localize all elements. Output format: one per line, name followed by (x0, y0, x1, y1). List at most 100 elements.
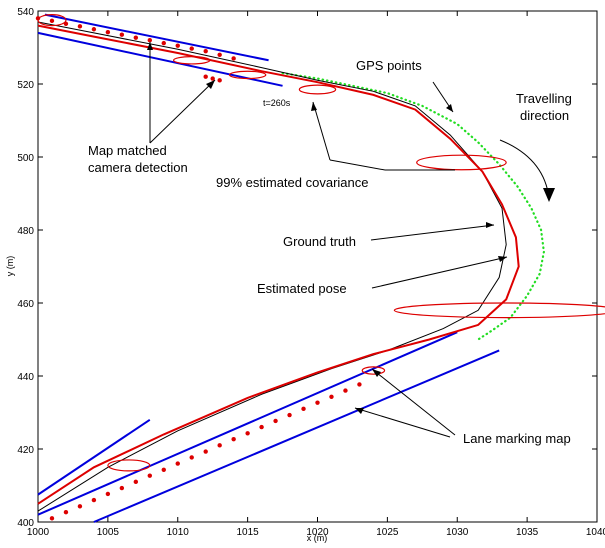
lane-map-arrowhead-1 (372, 369, 381, 377)
y-tick-label: 400 (17, 518, 34, 529)
travelling-label-line2: direction (520, 108, 569, 123)
camera-arrowhead-2 (206, 80, 215, 89)
camera-arrowhead-1 (147, 42, 153, 50)
covariance-ellipse (228, 70, 267, 80)
camera-detection-point (105, 491, 111, 497)
camera-detection-point (273, 418, 278, 424)
camera-detection-point (133, 479, 139, 485)
y-tick-label: 540 (17, 7, 34, 18)
camera-detection-point (147, 473, 152, 478)
camera-detection-point (231, 436, 236, 442)
lane-marking-line (37, 331, 458, 516)
lane-marking-line (37, 418, 151, 496)
camera-detection-point (161, 467, 166, 473)
covariance-label: 99% estimated covariance (216, 175, 368, 190)
camera-detection-point (301, 406, 306, 412)
covariance-ellipse (172, 56, 211, 65)
covariance-arrow-line-1 (329, 159, 386, 171)
camera-detection-point (245, 431, 250, 436)
y-axis-label: y (m) (5, 256, 15, 277)
camera-detection-point (133, 35, 139, 40)
covariance-ellipse (361, 366, 386, 375)
covariance-arrow-line-2 (312, 101, 331, 161)
camera-detection-point (217, 443, 222, 448)
travelling-direction-arrowhead (543, 188, 555, 202)
x-tick-label: 1000 (27, 527, 50, 538)
covariance-ellipse (37, 14, 67, 27)
camera-detection-point (315, 400, 320, 405)
y-tick-label: 480 (17, 226, 34, 237)
ground-truth-label: Ground truth (283, 234, 356, 249)
covariance-arrowhead (311, 102, 317, 111)
gps-arrowhead (446, 104, 453, 112)
camera-detection-point (357, 382, 362, 387)
camera-detection-point (203, 449, 208, 454)
camera-detection-point (210, 76, 215, 81)
covariance-ellipses (37, 14, 605, 472)
covariance-ellipse (107, 459, 151, 472)
lane-marking-line (93, 349, 500, 523)
map-matched-label-line2: camera detection (88, 160, 188, 175)
gps-points-line (281, 72, 546, 341)
camera-detection-point (119, 32, 125, 37)
camera-detection-point (119, 485, 125, 491)
lane-map-arrow-line-1 (371, 368, 456, 436)
camera-detection-point (49, 516, 55, 521)
camera-detection-point (175, 43, 180, 48)
camera-detection-point (329, 394, 334, 400)
camera-detection-point (189, 46, 194, 51)
x-tick-label: 1020 (306, 527, 329, 538)
camera-detection-point (63, 509, 69, 515)
camera-detection-point (77, 24, 83, 29)
camera-detection-point (259, 424, 264, 430)
estimated-pose-arrow-line (371, 256, 508, 289)
camera-detection-point (203, 48, 208, 54)
x-tick-label: 1030 (446, 527, 469, 538)
estimated-pose-arrowhead (498, 256, 507, 262)
y-tick-label: 500 (17, 153, 34, 164)
camera-arrow-line-2 (149, 79, 216, 144)
estimated-pose-line (37, 24, 520, 505)
y-tick-label: 460 (17, 299, 34, 310)
y-tick-label: 440 (17, 372, 34, 383)
covariance-ellipse (298, 84, 337, 95)
ground-truth-arrow-line (370, 224, 495, 241)
camera-detection-point (189, 455, 194, 460)
camera-detection-point (77, 504, 83, 509)
camera-detection-point (217, 78, 222, 83)
x-tick-label: 1005 (97, 527, 120, 538)
camera-detection-point (217, 52, 222, 57)
ground-truth-line (37, 21, 507, 512)
annotation-arrowheads (147, 42, 555, 414)
axis-ticks: 1000 1005 1010 1015 1020 1025 1030 1035 1040 400 4… (17, 7, 605, 538)
y-tick-label: 420 (17, 445, 34, 456)
estimated-pose-series (37, 24, 520, 505)
x-tick-label: 1015 (237, 527, 260, 538)
travelling-label-line1: Travelling (516, 91, 572, 106)
map-matched-label-line1: Map matched (88, 143, 167, 158)
annotation-arrows (149, 42, 550, 438)
ground-truth-arrowhead (486, 222, 494, 228)
lane-marking-line (44, 13, 269, 62)
lane-marking-map-label: Lane marking map (463, 431, 571, 446)
gps-points-series (281, 72, 546, 341)
camera-detection-markers (35, 16, 362, 521)
lane-map-arrowhead-2 (355, 408, 364, 414)
lane-marking-map-lines (37, 13, 500, 523)
camera-detection-point (147, 38, 152, 43)
x-tick-label: 1040 (586, 527, 605, 538)
camera-detection-point (231, 56, 236, 61)
x-tick-label: 1025 (376, 527, 399, 538)
gps-points-label: GPS points (356, 58, 422, 73)
camera-detection-point (203, 74, 208, 79)
plot-area (37, 10, 598, 523)
time-label: t=260s (263, 98, 291, 108)
camera-detection-point (343, 388, 348, 393)
camera-detection-point (91, 27, 97, 32)
camera-detection-point (175, 461, 180, 466)
covariance-ellipse (416, 154, 507, 171)
camera-detection-point (287, 412, 292, 418)
x-tick-label: 1035 (516, 527, 539, 538)
lane-map-arrow-line-2 (354, 407, 451, 438)
camera-detection-point (161, 40, 166, 46)
